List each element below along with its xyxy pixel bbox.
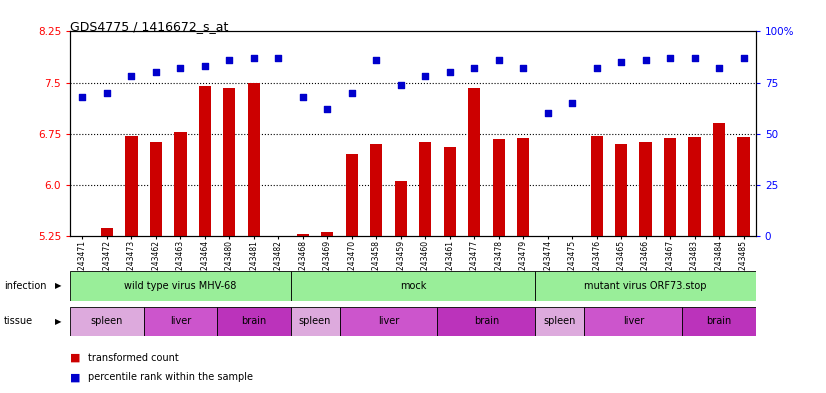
Point bbox=[663, 55, 676, 61]
Text: mutant virus ORF73.stop: mutant virus ORF73.stop bbox=[584, 281, 707, 291]
Point bbox=[125, 73, 138, 79]
Bar bbox=[419, 143, 431, 236]
Point bbox=[688, 55, 701, 61]
Bar bbox=[444, 147, 456, 236]
Text: wild type virus MHV-68: wild type virus MHV-68 bbox=[124, 281, 236, 291]
Point bbox=[320, 106, 334, 112]
Bar bbox=[517, 138, 529, 236]
Bar bbox=[664, 138, 676, 236]
Point bbox=[492, 57, 506, 63]
Text: spleen: spleen bbox=[91, 316, 123, 326]
Bar bbox=[101, 228, 113, 236]
Text: ▶: ▶ bbox=[55, 281, 62, 290]
Bar bbox=[70, 271, 291, 301]
Bar bbox=[468, 88, 481, 236]
Point bbox=[615, 59, 628, 65]
Text: ■: ■ bbox=[70, 353, 81, 363]
Text: infection: infection bbox=[4, 281, 46, 291]
Bar bbox=[738, 137, 750, 236]
Text: liver: liver bbox=[377, 316, 399, 326]
Text: ■: ■ bbox=[70, 372, 81, 382]
Bar bbox=[144, 307, 217, 336]
Point bbox=[713, 65, 726, 72]
Point bbox=[541, 110, 554, 116]
Bar bbox=[438, 307, 535, 336]
Text: liver: liver bbox=[170, 316, 191, 326]
Text: GDS4775 / 1416672_s_at: GDS4775 / 1416672_s_at bbox=[70, 20, 229, 33]
Text: brain: brain bbox=[241, 316, 267, 326]
Point bbox=[345, 90, 358, 96]
Point bbox=[150, 69, 163, 75]
Bar bbox=[615, 144, 627, 236]
Text: transformed count: transformed count bbox=[88, 353, 179, 363]
Bar bbox=[535, 307, 585, 336]
Bar bbox=[70, 307, 144, 336]
Point bbox=[737, 55, 750, 61]
Bar bbox=[291, 271, 535, 301]
Bar bbox=[535, 271, 756, 301]
Text: brain: brain bbox=[474, 316, 499, 326]
Bar bbox=[585, 307, 682, 336]
Bar bbox=[217, 307, 291, 336]
Bar bbox=[150, 143, 162, 236]
Point bbox=[272, 55, 285, 61]
Text: percentile rank within the sample: percentile rank within the sample bbox=[88, 372, 254, 382]
Text: mock: mock bbox=[400, 281, 426, 291]
Bar bbox=[126, 136, 138, 236]
Point bbox=[198, 63, 211, 69]
Bar bbox=[492, 139, 505, 236]
Text: brain: brain bbox=[706, 316, 732, 326]
Point bbox=[590, 65, 603, 72]
Bar bbox=[223, 88, 235, 236]
Bar bbox=[713, 123, 725, 236]
Bar bbox=[291, 307, 339, 336]
Point bbox=[566, 100, 579, 106]
Bar bbox=[682, 307, 756, 336]
Bar bbox=[688, 137, 700, 236]
Bar bbox=[339, 307, 438, 336]
Point bbox=[516, 65, 529, 72]
Bar bbox=[174, 132, 187, 236]
Text: ▶: ▶ bbox=[55, 317, 62, 326]
Bar bbox=[639, 143, 652, 236]
Bar bbox=[199, 86, 211, 236]
Point bbox=[443, 69, 456, 75]
Point bbox=[247, 55, 260, 61]
Text: spleen: spleen bbox=[299, 316, 331, 326]
Bar bbox=[591, 136, 603, 236]
Point bbox=[394, 81, 407, 88]
Point bbox=[100, 90, 113, 96]
Bar bbox=[297, 234, 309, 236]
Bar bbox=[395, 181, 407, 236]
Text: tissue: tissue bbox=[4, 316, 33, 326]
Point bbox=[223, 57, 236, 63]
Bar bbox=[248, 83, 260, 236]
Point bbox=[468, 65, 481, 72]
Point bbox=[370, 57, 383, 63]
Point bbox=[173, 65, 187, 72]
Point bbox=[297, 94, 310, 100]
Point bbox=[76, 94, 89, 100]
Bar bbox=[321, 232, 334, 236]
Point bbox=[419, 73, 432, 79]
Bar bbox=[370, 144, 382, 236]
Bar bbox=[345, 154, 358, 236]
Point bbox=[639, 57, 653, 63]
Text: liver: liver bbox=[623, 316, 644, 326]
Text: spleen: spleen bbox=[544, 316, 576, 326]
